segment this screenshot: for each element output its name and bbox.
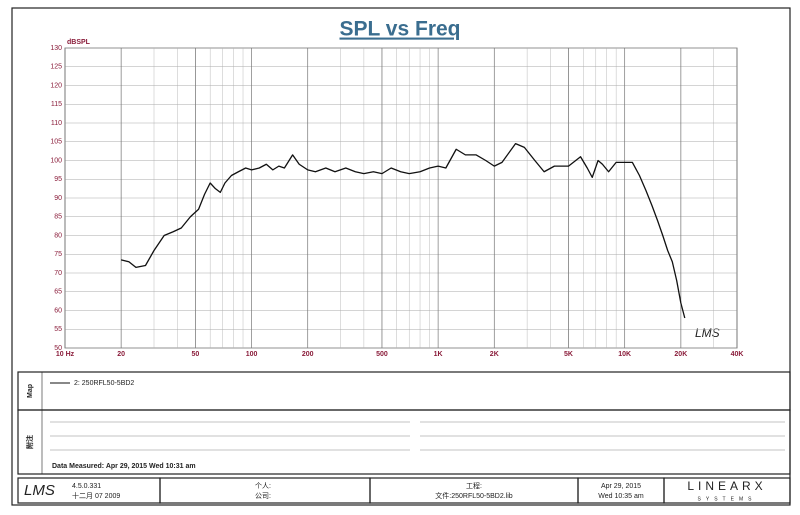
legend-entry: 2: 250RFL50-5BD2	[74, 380, 134, 387]
x-tick-label: 50	[192, 351, 200, 358]
outer-frame	[11, 7, 791, 506]
x-tick-label: 10K	[618, 351, 631, 358]
y-tick-label: 60	[54, 307, 62, 314]
footer-file: 文件:250RFL50-5BD2.lib	[435, 491, 513, 500]
notes-label: 附注	[25, 435, 34, 449]
y-tick-label: 90	[54, 195, 62, 202]
footer-company: 公司:	[255, 492, 271, 500]
x-tick-label: 10 Hz	[56, 351, 75, 358]
footer-project: 工程:	[466, 481, 482, 490]
watermark: LMS	[695, 326, 720, 340]
y-tick-label: 55	[54, 326, 62, 333]
y-tick-label: 75	[54, 251, 62, 258]
y-tick-label: 105	[50, 139, 62, 146]
y-tick-label: 85	[54, 214, 62, 221]
footer-build: 十二月 07 2009	[72, 491, 120, 500]
y-tick-label: 70	[54, 270, 62, 277]
chart-title: SPL vs Freq	[340, 18, 461, 41]
footer-version: 4.5.0.331	[72, 483, 101, 490]
notes-box	[17, 409, 791, 475]
x-tick-label: 1K	[434, 351, 443, 358]
footer	[17, 477, 791, 504]
footer-brand-sub: SYSTEMS	[698, 496, 757, 502]
x-tick-label: 40K	[731, 351, 744, 358]
series-line	[121, 142, 686, 319]
footer-brand: LINEARX	[687, 479, 766, 493]
x-tick-label: 20K	[674, 351, 687, 358]
y-unit: dBSPL	[67, 39, 91, 46]
y-tick-label: 110	[51, 120, 62, 127]
footer-time: Wed 10:35 am	[598, 493, 644, 500]
note-lines	[50, 421, 785, 451]
y-tick-label: 120	[50, 82, 62, 89]
x-tick-label: 100	[246, 351, 258, 358]
measured: Data Measured: Apr 29, 2015 Wed 10:31 am	[52, 463, 196, 470]
x-tick-label: 20	[117, 351, 125, 358]
y-tick-label: 100	[50, 157, 62, 164]
x-tick-label: 500	[376, 351, 388, 358]
legend-label: Map	[27, 384, 34, 398]
y-tick-label: 130	[50, 45, 62, 52]
x-tick-label: 5K	[564, 351, 573, 358]
y-tick-label: 80	[54, 232, 62, 239]
footer-date: Apr 29, 2015	[601, 483, 641, 490]
x-tick-label: 2K	[490, 351, 499, 358]
footer-logo: LMS	[24, 482, 55, 499]
footer-person: 个人:	[255, 482, 271, 490]
x-tick-label: 200	[302, 351, 314, 358]
legend-box	[17, 371, 791, 411]
y-tick-label: 50	[54, 345, 62, 352]
y-tick-label: 125	[50, 64, 62, 71]
y-tick-label: 65	[54, 289, 62, 296]
y-tick-label: 115	[51, 101, 62, 108]
y-tick-label: 95	[54, 176, 62, 183]
